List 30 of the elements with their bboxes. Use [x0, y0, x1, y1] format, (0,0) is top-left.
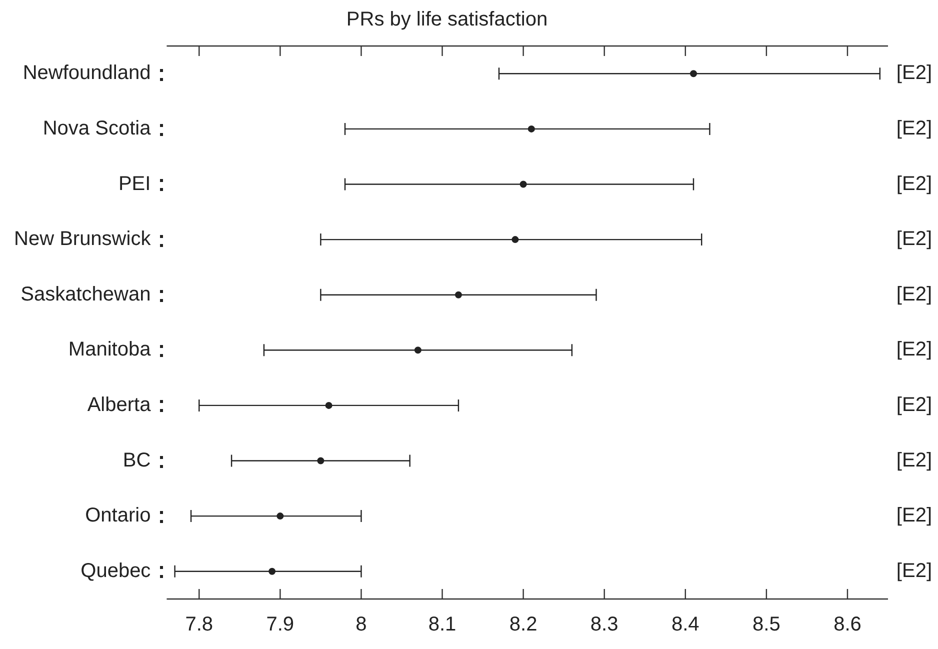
x-tick-label: 8.3 — [590, 614, 618, 636]
x-tick-label: 8 — [356, 614, 367, 636]
y-tick-label: Alberta — [87, 394, 152, 416]
data-label: [E2] — [896, 394, 932, 416]
x-tick-label: 8.1 — [428, 614, 456, 636]
y-tick-label: New Brunswick — [14, 228, 152, 250]
data-label: [E2] — [896, 228, 932, 250]
chart-title: PRs by life satisfaction — [346, 8, 548, 31]
x-tick-label: 8.2 — [509, 614, 538, 636]
data-label: [E2] — [896, 117, 932, 140]
x-tick-label: 8.5 — [752, 614, 780, 636]
data-label: [E2] — [896, 560, 932, 582]
x-tick-label: 7.9 — [266, 614, 294, 636]
x-tick-label: 7.8 — [185, 614, 214, 636]
y-tick-label: PEI — [118, 172, 151, 195]
y-tick-label: Quebec — [80, 560, 151, 582]
y-tick-label: Nova Scotia — [42, 117, 152, 140]
y-tick-label: Manitoba — [68, 338, 152, 361]
x-tick-label: 8.6 — [834, 614, 862, 636]
data-label: [E2] — [896, 449, 932, 472]
y-tick-label: Newfoundland — [22, 62, 151, 84]
data-label: [E2] — [896, 172, 932, 195]
data-label: [E2] — [896, 283, 932, 306]
data-label: [E2] — [896, 504, 932, 527]
y-tick-label: Ontario — [85, 504, 151, 527]
x-tick-label: 8.4 — [671, 614, 700, 636]
y-tick-label: Saskatchewan — [20, 283, 151, 306]
y-tick-label: BC — [122, 449, 151, 472]
data-label: [E2] — [896, 338, 932, 361]
data-label: [E2] — [896, 62, 932, 84]
